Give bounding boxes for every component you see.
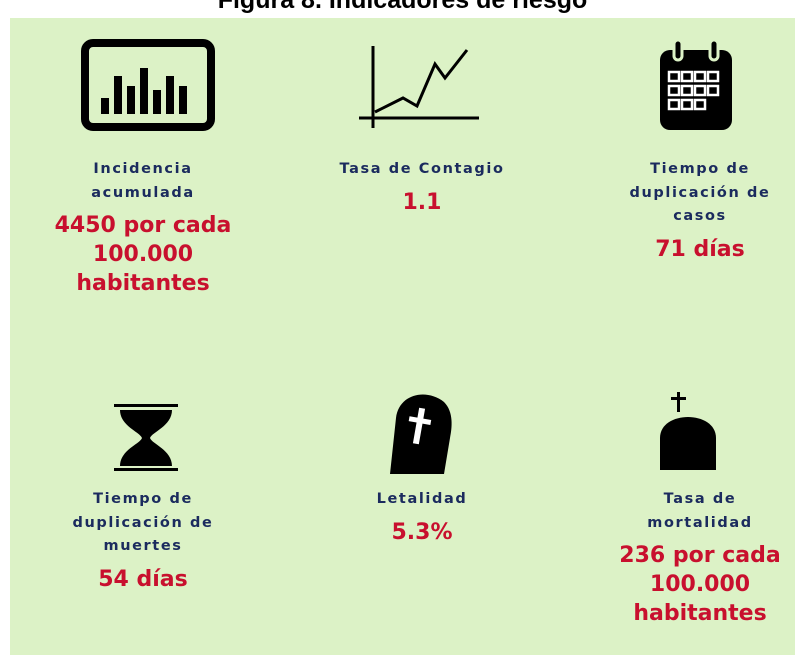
- indicator-label: Tiempo de duplicación de muertes: [13, 488, 273, 559]
- icon-grave: [660, 392, 716, 470]
- value-line: 54 días: [98, 566, 188, 592]
- indicator: Tasa de mortalidad 236 por cada 100.000 habi…: [570, 488, 805, 628]
- value-line: 4450 por cada: [54, 213, 232, 238]
- indicator: Incidencia acumulada 4450 por cada 100.000 h…: [13, 158, 273, 298]
- icon-line-chart: [359, 46, 479, 128]
- label-line: duplicación de: [72, 514, 214, 531]
- indicator: Tiempo de duplicación de muertes 54 días: [13, 488, 273, 594]
- value-line: 1.1: [402, 189, 442, 215]
- label-line: mortalidad: [647, 514, 753, 531]
- indicator-value: 4450 por cada 100.000 habitantes: [13, 211, 273, 298]
- indicator-value: 54 días: [13, 565, 273, 594]
- label-line: Tiempo de: [650, 161, 750, 177]
- value-line: 5.3%: [391, 519, 453, 545]
- label-line: Tiempo de: [93, 491, 193, 507]
- indicator: Tasa de Contagio 1.1: [292, 158, 552, 217]
- value-line: habitantes: [76, 271, 210, 296]
- icon-calendar: [660, 38, 732, 130]
- icon-tombstone: [390, 394, 452, 474]
- indicator-value: 1.1: [292, 188, 552, 217]
- label-line: Incidencia: [93, 161, 193, 177]
- indicator-label: Tasa de mortalidad: [570, 488, 805, 535]
- value-line: 100.000: [92, 242, 194, 267]
- indicator-label: Tasa de Contagio: [292, 158, 552, 182]
- label-line: acumulada: [91, 184, 195, 201]
- indicator-value: 71 días: [570, 235, 805, 264]
- title: Figura 8. Indicadores de riesgo: [217, 0, 588, 14]
- value-line: 71 días: [655, 236, 745, 262]
- label-line: Tasa de Contagio: [339, 161, 505, 177]
- label-line: muertes: [103, 538, 183, 554]
- indicator-label: Letalidad: [292, 488, 552, 512]
- value-line: 100.000: [649, 572, 751, 597]
- panel: Incidencia acumulada 4450 por cada 100.000 h…: [10, 18, 795, 655]
- indicator-label: Tiempo de duplicación de casos: [570, 158, 805, 229]
- value-line: 236 por cada: [619, 543, 781, 568]
- indicator-value: 5.3%: [292, 518, 552, 547]
- value-line: habitantes: [633, 601, 767, 626]
- icon-bar-chart: [81, 39, 215, 131]
- indicator: Tiempo de duplicación de casos 71 días: [570, 158, 805, 264]
- label-line: Letalidad: [376, 491, 468, 507]
- indicator-value: 236 por cada 100.000 habitantes: [570, 541, 805, 628]
- label-line: Tasa de: [663, 491, 737, 507]
- indicator: Letalidad 5.3%: [292, 488, 552, 547]
- label-line: duplicación de: [629, 184, 771, 201]
- label-line: casos: [673, 208, 727, 224]
- icon-hourglass: [114, 404, 178, 471]
- indicator-label: Incidencia acumulada: [13, 158, 273, 205]
